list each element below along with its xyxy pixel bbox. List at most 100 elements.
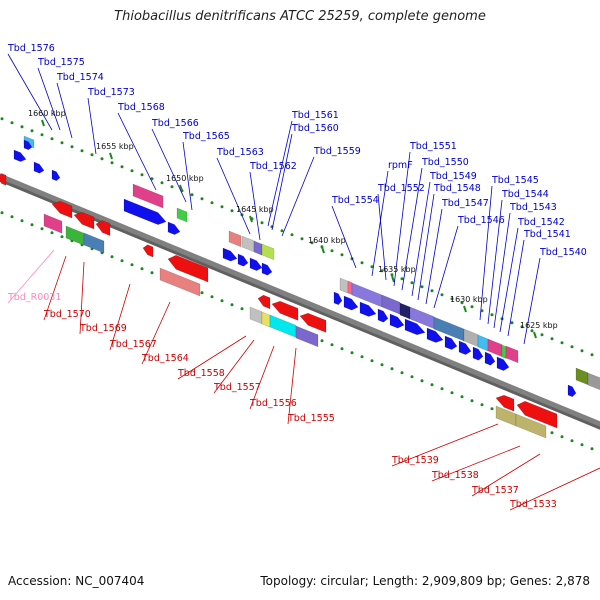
gene-arrow (472, 346, 484, 361)
tick-dot (460, 301, 464, 305)
kbp-label: 1660 kbp (28, 109, 66, 118)
gene-arrow (299, 312, 327, 333)
gene-arrow (404, 318, 426, 336)
feature-block (351, 282, 383, 308)
tick-dot (20, 219, 24, 223)
tick-dot (70, 145, 74, 149)
tick-dot (400, 371, 404, 375)
feature-block (43, 213, 63, 234)
tick-dot (320, 339, 324, 343)
tick-dot (40, 133, 44, 137)
gene-arrow (516, 400, 558, 429)
kbp-label: 1650 kbp (166, 174, 204, 183)
tick-dot (510, 321, 514, 325)
gene-arrow (33, 161, 45, 174)
gene-label-lower: Tbd_1569 (79, 323, 127, 334)
tick-dot (490, 407, 494, 411)
tick-dot (330, 249, 334, 253)
tick-dot (360, 355, 364, 359)
tick-dot (140, 267, 144, 271)
gene-arrow (249, 257, 263, 271)
tick-dot (570, 439, 574, 443)
kbp-tick (179, 184, 183, 192)
leader-line (401, 167, 423, 291)
leader-line (79, 261, 85, 335)
kbp-label: 1645 kbp (236, 205, 274, 214)
tick-dot (30, 129, 34, 133)
tick-dot (120, 165, 124, 169)
tick-dot (60, 141, 64, 145)
feature-block (249, 306, 263, 325)
tick-dot (130, 263, 134, 267)
tick-dot (190, 193, 194, 197)
tick-dot (580, 349, 584, 353)
feature-block (347, 280, 353, 295)
tick-dot (420, 285, 424, 289)
gene-arrow (426, 327, 444, 343)
gene-arrow (51, 200, 73, 219)
gene-label-upper: Tbd_1562 (249, 161, 297, 172)
gene-arrow (13, 149, 27, 162)
leader-line (109, 283, 131, 351)
tick-dot (310, 241, 314, 245)
feature-block (587, 372, 600, 391)
gene-label-lower: Tbd_1538 (431, 470, 479, 481)
gene-label-upper: Tbd_1546 (457, 215, 505, 226)
gene-label-lower: Tbd_1557 (213, 382, 261, 393)
gene-label-upper: Tbd_1563 (216, 147, 264, 158)
gene-label-upper: Tbd_1576 (7, 43, 55, 54)
kbp-tick (109, 152, 113, 160)
leader-line (7, 249, 55, 304)
gene-arrow (51, 169, 61, 182)
leader-line (433, 225, 459, 309)
gene-label-upper: Tbd_1548 (433, 183, 481, 194)
leader-line (151, 128, 187, 203)
leader-line (281, 156, 315, 237)
feature-block (253, 240, 263, 256)
kbp-tick (321, 246, 325, 254)
gene-arrow (389, 313, 405, 329)
tick-dot (90, 153, 94, 157)
tick-dot (40, 227, 44, 231)
leader-line (216, 157, 251, 235)
leader-line (425, 208, 443, 305)
tick-dot (440, 387, 444, 391)
gene-label-upper: Tbd_1574 (56, 72, 104, 83)
leader-line (271, 133, 293, 231)
kbp-tick (249, 215, 253, 223)
tick-dot (100, 157, 104, 161)
leader-line (523, 257, 541, 345)
gene-label-upper: Tbd_1573 (87, 87, 135, 98)
tick-dot (570, 345, 574, 349)
gene-label-upper: Tbd_1559 (313, 146, 361, 157)
tick-dot (0, 117, 4, 121)
gene-arrow (484, 351, 496, 366)
tick-dot (340, 253, 344, 257)
gene-label-upper: Tbd_1547 (441, 198, 489, 209)
tick-dot (200, 197, 204, 201)
gene-label-lower: Tbd_1537 (471, 485, 519, 496)
tick-dot (80, 149, 84, 153)
gene-label-upper: Tbd_1549 (429, 171, 477, 182)
tick-dot (420, 379, 424, 383)
tick-dot (580, 443, 584, 447)
gene-label-upper: Tbd_1566 (151, 118, 199, 129)
tick-dot (360, 261, 364, 265)
tick-dot (200, 291, 204, 295)
leader-line (182, 141, 193, 211)
tick-dot (110, 161, 114, 165)
gene-arrow (444, 335, 458, 350)
tick-dot (450, 391, 454, 395)
tick-dot (140, 173, 144, 177)
tick-dot (50, 231, 54, 235)
summary-text: Topology: circular; Length: 2,909,809 bp… (260, 574, 590, 588)
feature-block (241, 235, 255, 253)
gene-arrow (257, 294, 271, 310)
feature-block (515, 413, 547, 439)
gene-arrow (95, 220, 111, 236)
gene-label-lower: Tbd_1558 (177, 368, 225, 379)
gene-label-upper: Tbd_1542 (517, 217, 565, 228)
tick-dot (530, 329, 534, 333)
feature-block (261, 243, 275, 261)
